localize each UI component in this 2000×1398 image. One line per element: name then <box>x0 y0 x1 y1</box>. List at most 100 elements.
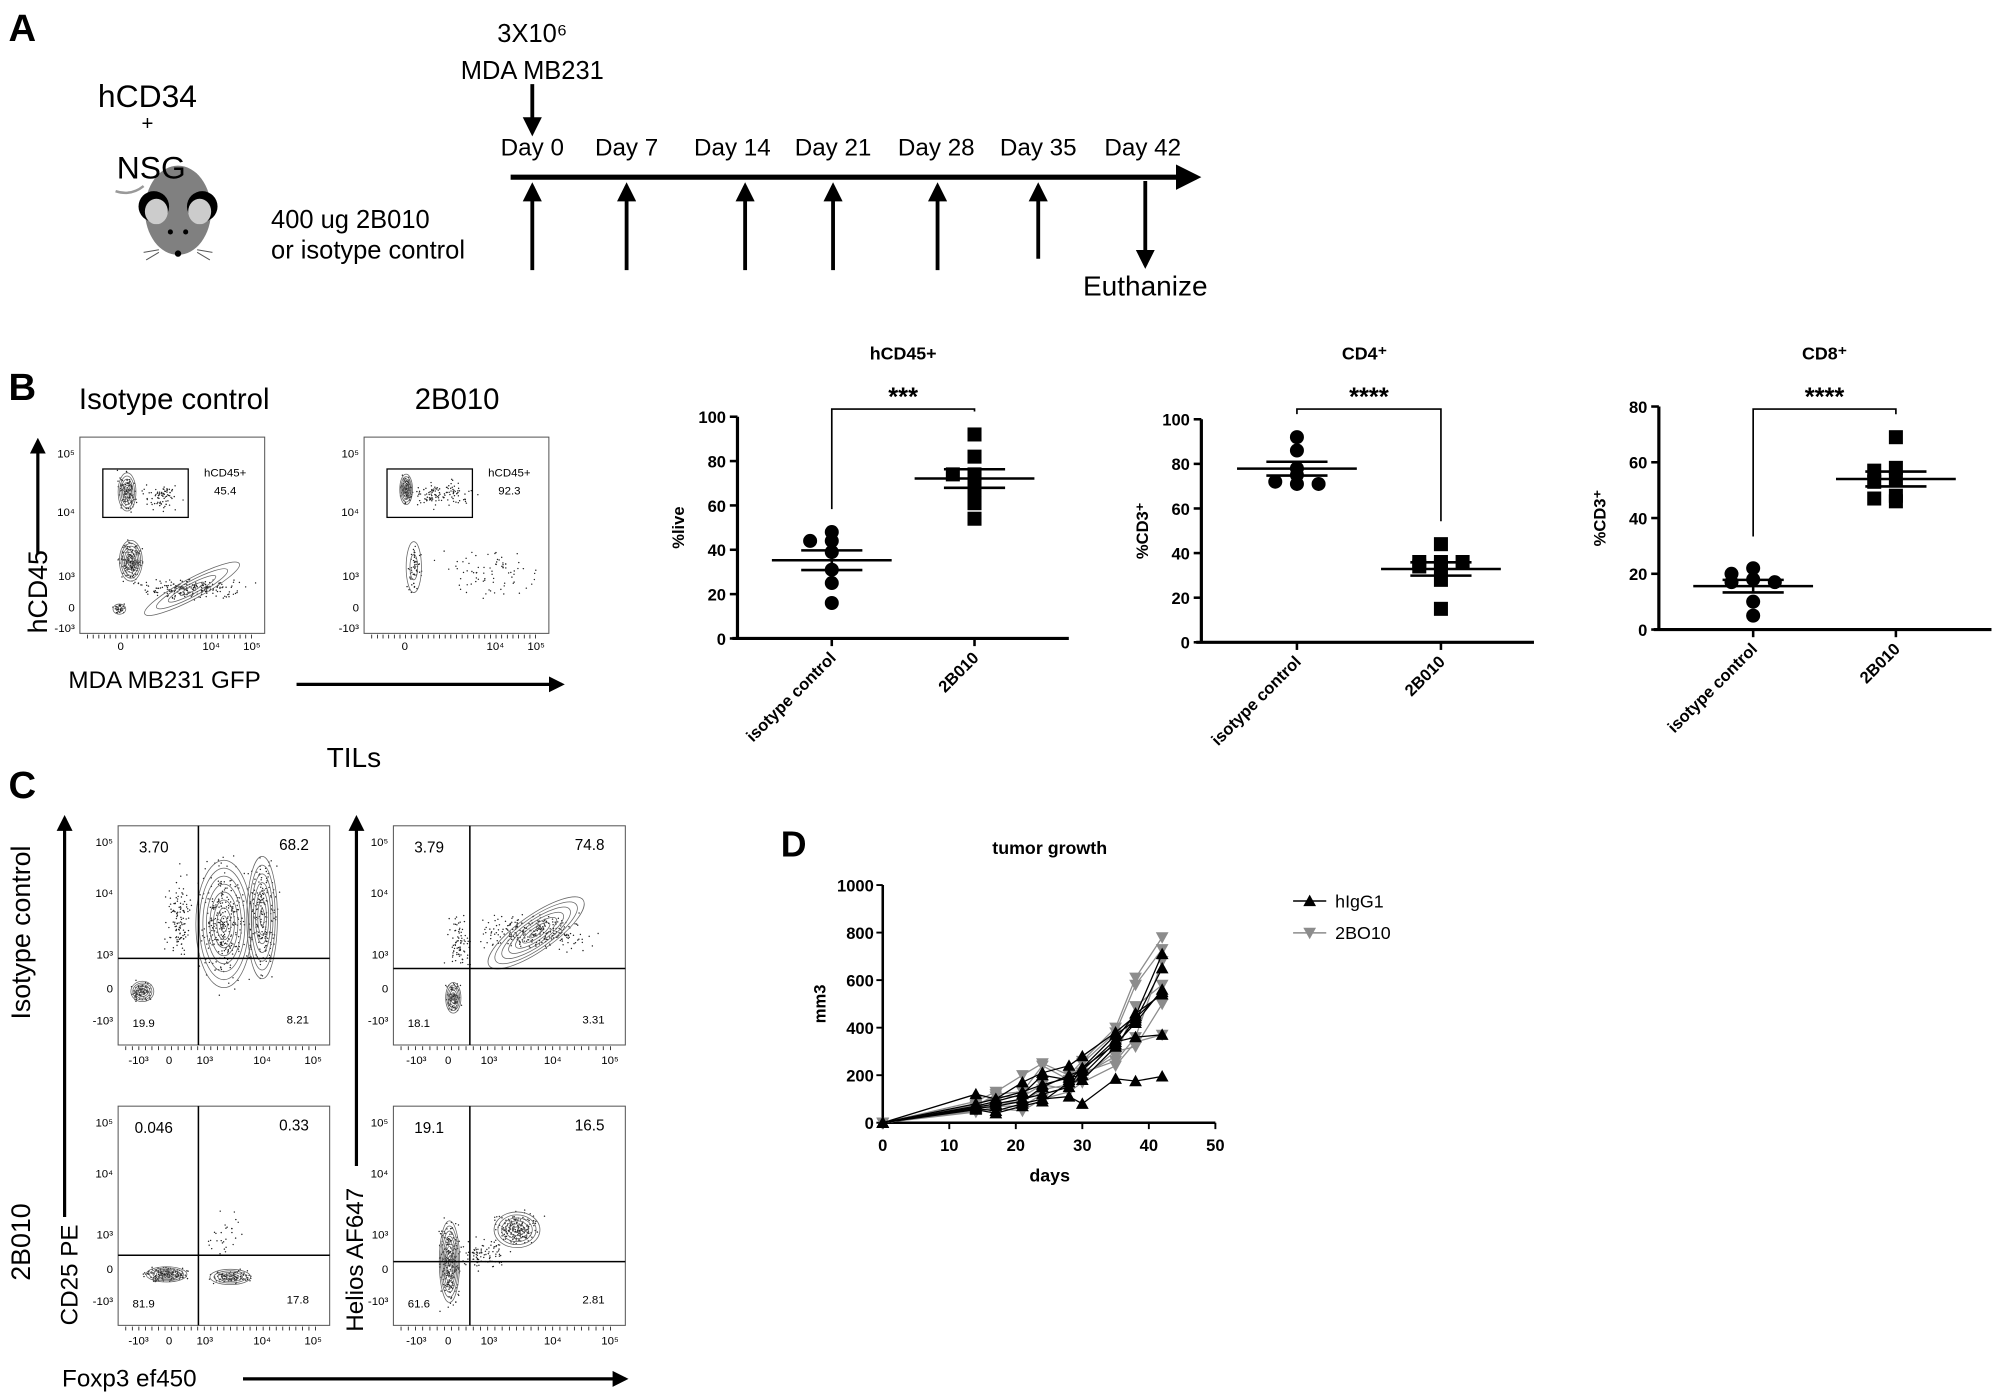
event-dot <box>278 891 281 893</box>
event-dot <box>577 939 579 941</box>
event-dot <box>191 588 194 591</box>
event-dot <box>475 580 477 583</box>
event-dot <box>231 953 234 955</box>
event-dot <box>470 489 472 492</box>
y-tick-label: 10³ <box>96 1230 113 1242</box>
event-dot <box>495 563 497 565</box>
event-dot <box>538 928 541 930</box>
panel-label-c: C <box>9 764 37 807</box>
event-dot <box>497 934 499 936</box>
event-dot <box>452 998 454 1000</box>
event-dot <box>455 1301 457 1303</box>
event-dot <box>511 921 513 924</box>
y-tick-label: 0 <box>68 603 74 615</box>
event-dot <box>551 918 554 920</box>
y-axis-label: %CD3⁺ <box>1133 502 1152 559</box>
event-dot <box>496 1216 498 1218</box>
event-dot <box>489 590 492 592</box>
event-dot <box>460 941 462 944</box>
event-dot <box>447 1306 449 1308</box>
event-dot <box>132 569 134 571</box>
event-dot <box>519 1229 521 1231</box>
event-dot <box>222 1241 225 1243</box>
event-dot <box>516 552 518 555</box>
event-dot <box>225 906 228 908</box>
y-tick-label: 10⁴ <box>371 888 389 900</box>
data-point <box>1155 988 1169 1000</box>
event-dot <box>472 1258 475 1260</box>
event-dot <box>177 928 180 931</box>
event-dot <box>541 941 543 944</box>
event-dot <box>133 482 135 485</box>
event-dot <box>156 492 158 495</box>
event-dot <box>242 920 245 923</box>
event-dot <box>503 1229 505 1232</box>
event-dot <box>221 927 223 930</box>
event-dot <box>214 907 216 909</box>
quadrant-lr: 3.31 <box>582 1014 604 1026</box>
event-dot <box>228 596 230 598</box>
event-dot <box>233 1211 236 1213</box>
density-contour <box>248 864 276 971</box>
event-dot <box>536 929 538 932</box>
event-dot <box>466 954 469 956</box>
event-dot <box>434 494 437 496</box>
event-dot <box>458 584 461 586</box>
event-dot <box>462 571 465 574</box>
data-point <box>1268 474 1283 489</box>
event-dot <box>452 954 454 957</box>
event-dot <box>146 990 148 993</box>
event-dot <box>208 1278 211 1280</box>
event-dot <box>219 914 222 917</box>
y-tick-label: 0 <box>107 1264 113 1276</box>
event-dot <box>495 1255 497 1258</box>
event-dot <box>452 988 454 990</box>
event-dot <box>174 925 176 928</box>
event-dot <box>188 579 191 581</box>
x-tick-label: 40 <box>1140 1136 1158 1155</box>
event-dot <box>475 554 477 557</box>
event-dot <box>261 889 263 892</box>
event-dot <box>415 569 418 571</box>
event-dot <box>413 556 416 559</box>
event-dot <box>501 1217 503 1219</box>
event-dot <box>221 902 224 904</box>
event-dot <box>480 1248 483 1250</box>
event-dot <box>520 922 523 924</box>
event-dot <box>562 922 564 924</box>
event-dot <box>174 911 176 913</box>
event-dot <box>179 921 182 923</box>
event-dot <box>455 916 458 918</box>
event-dot <box>512 1226 514 1228</box>
x-tick-label: 0 <box>445 1055 451 1067</box>
event-dot <box>154 495 157 497</box>
x-tick-label: 2B010 <box>935 648 983 696</box>
event-dot <box>477 1258 480 1261</box>
event-dot <box>477 1270 480 1272</box>
event-dot <box>495 1239 497 1241</box>
event-dot <box>549 928 551 930</box>
event-dot <box>457 495 460 497</box>
event-dot <box>457 1293 459 1296</box>
event-dot <box>259 893 261 895</box>
event-dot <box>465 591 468 594</box>
event-dot <box>168 905 170 908</box>
event-dot <box>495 1253 497 1255</box>
y-tick-label: 0 <box>1181 634 1190 653</box>
data-point <box>1129 972 1142 985</box>
event-dot <box>184 936 187 938</box>
chart-title: tumor growth <box>992 838 1107 858</box>
density-contour <box>445 982 462 1014</box>
density-contour <box>145 1266 188 1283</box>
event-dot <box>413 550 416 552</box>
event-dot <box>179 908 182 911</box>
event-dot <box>122 572 124 575</box>
event-dot <box>260 894 263 897</box>
event-dot <box>194 582 197 584</box>
event-dot <box>170 1273 173 1276</box>
event-dot <box>465 502 468 504</box>
event-dot <box>221 890 224 893</box>
event-dot <box>519 929 521 932</box>
event-dot <box>466 937 469 939</box>
